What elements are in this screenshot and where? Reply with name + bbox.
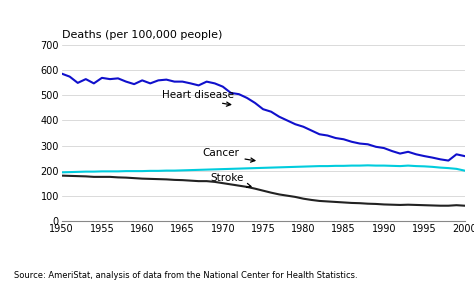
Text: Source: AmeriStat, analysis of data from the National Center for Health Statisti: Source: AmeriStat, analysis of data from… (14, 271, 358, 280)
Text: Stroke: Stroke (211, 173, 251, 187)
Text: Cancer: Cancer (203, 148, 255, 162)
Text: Deaths (per 100,000 people): Deaths (per 100,000 people) (62, 30, 222, 40)
Text: Heart disease: Heart disease (163, 90, 234, 106)
